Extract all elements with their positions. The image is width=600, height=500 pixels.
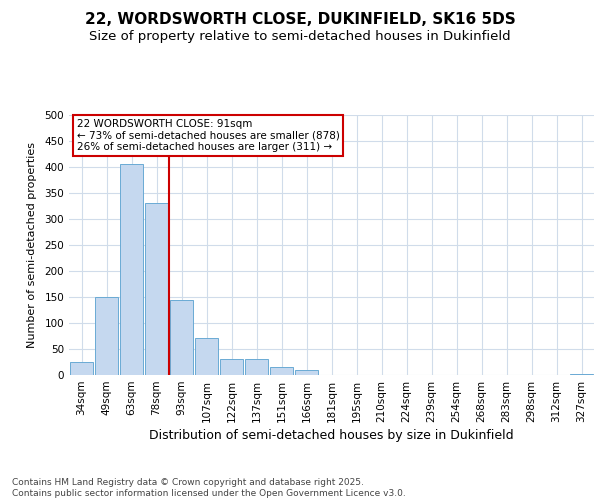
Bar [70, 362, 93, 375]
Bar [170, 300, 193, 375]
Bar [270, 367, 293, 375]
Text: Contains HM Land Registry data © Crown copyright and database right 2025.
Contai: Contains HM Land Registry data © Crown c… [12, 478, 406, 498]
Bar [95, 297, 118, 375]
Bar [120, 164, 143, 375]
Bar [145, 204, 168, 375]
Text: 22, WORDSWORTH CLOSE, DUKINFIELD, SK16 5DS: 22, WORDSWORTH CLOSE, DUKINFIELD, SK16 5… [85, 12, 515, 28]
Bar [295, 370, 318, 375]
Y-axis label: Number of semi-detached properties: Number of semi-detached properties [28, 142, 37, 348]
Text: Size of property relative to semi-detached houses in Dukinfield: Size of property relative to semi-detach… [89, 30, 511, 43]
Bar [220, 360, 243, 375]
Bar [570, 374, 593, 375]
X-axis label: Distribution of semi-detached houses by size in Dukinfield: Distribution of semi-detached houses by … [149, 429, 514, 442]
Bar [195, 338, 218, 375]
Bar [245, 360, 268, 375]
Text: 22 WORDSWORTH CLOSE: 91sqm
← 73% of semi-detached houses are smaller (878)
26% o: 22 WORDSWORTH CLOSE: 91sqm ← 73% of semi… [77, 119, 340, 152]
